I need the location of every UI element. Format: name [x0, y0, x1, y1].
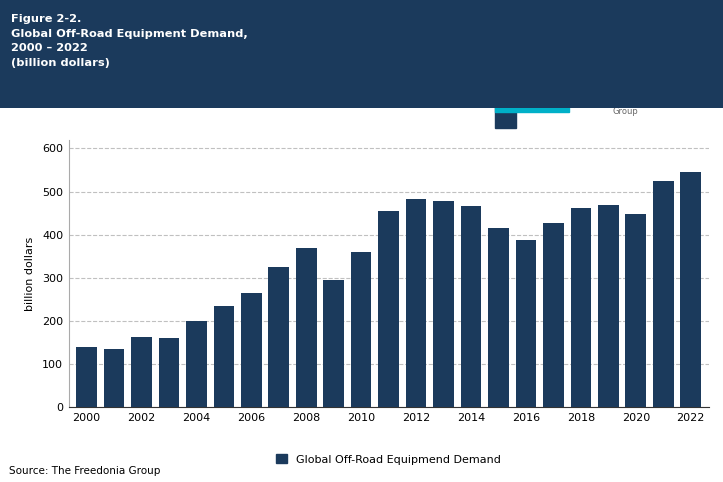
Bar	[323, 280, 344, 407]
Bar	[461, 206, 482, 407]
Bar	[268, 267, 289, 407]
Bar	[570, 208, 591, 407]
Text: Source: The Freedonia Group: Source: The Freedonia Group	[9, 466, 160, 476]
Bar	[495, 83, 596, 94]
Bar	[625, 214, 646, 407]
Bar	[76, 347, 97, 407]
Text: Freedonia: Freedonia	[612, 85, 675, 95]
Bar	[680, 172, 701, 407]
Bar	[103, 349, 124, 407]
Text: Figure 2-2.
Global Off-Road Equipment Demand,
2000 – 2022
(billion dollars): Figure 2-2. Global Off-Road Equipment De…	[11, 14, 247, 67]
Y-axis label: billion dollars: billion dollars	[25, 236, 35, 311]
Bar	[213, 306, 234, 407]
Legend: Global Off-Road Equipmend Demand: Global Off-Road Equipmend Demand	[276, 455, 501, 465]
Bar	[241, 293, 262, 407]
Bar	[495, 104, 569, 112]
Bar	[653, 181, 674, 407]
Bar	[598, 205, 619, 407]
Bar	[131, 337, 152, 407]
Bar	[351, 252, 372, 407]
Bar	[495, 80, 516, 128]
Text: Group: Group	[612, 107, 638, 117]
Bar	[378, 211, 399, 407]
Bar	[296, 248, 317, 407]
Bar	[543, 223, 564, 407]
Bar	[406, 199, 427, 407]
Bar	[515, 241, 536, 407]
Bar	[433, 201, 454, 407]
Bar	[158, 338, 179, 407]
Bar	[186, 321, 207, 407]
Bar	[488, 228, 509, 407]
